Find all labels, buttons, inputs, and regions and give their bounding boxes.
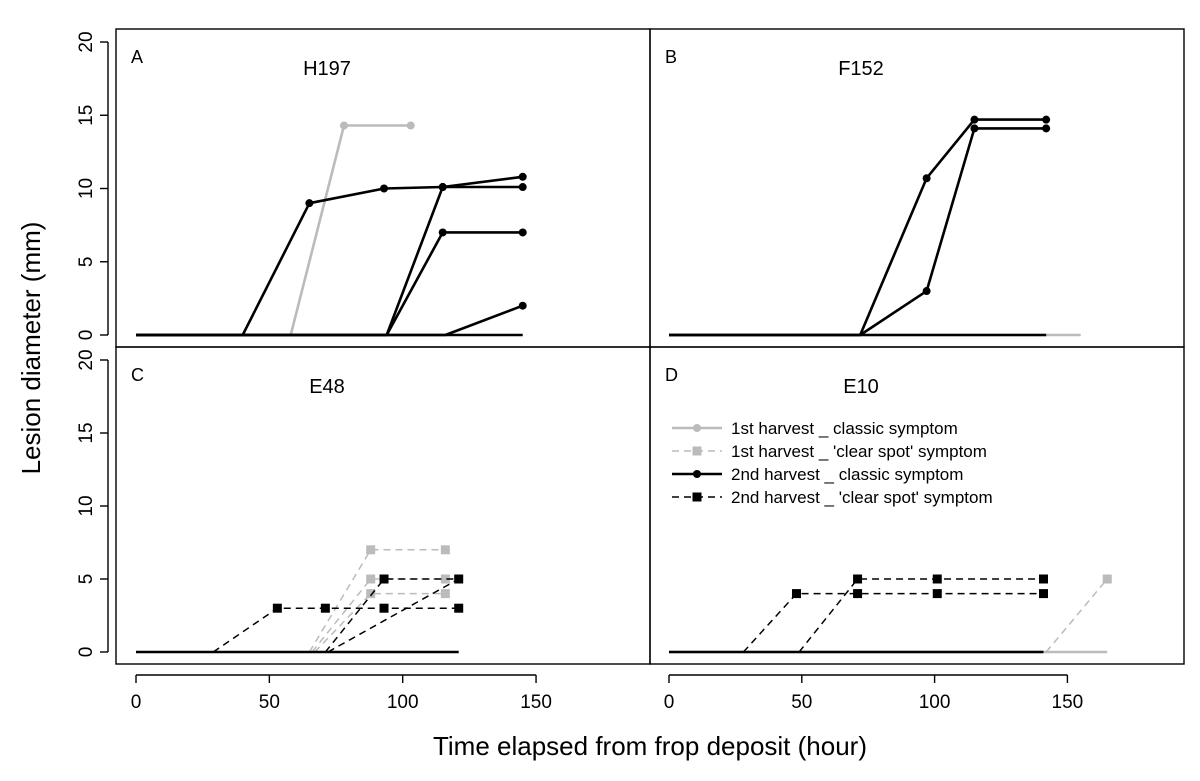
legend-entry-label: 2nd harvest _ classic symptom [731,465,963,484]
data-point [406,121,415,130]
series-line [327,578,460,653]
panel-frame [649,346,1185,665]
data-point [454,603,464,613]
data-point [340,121,349,130]
data-point [305,199,314,208]
x-tick-label: 100 [919,692,951,713]
series-line [1045,578,1108,653]
data-point [791,589,801,599]
legend-marker [693,424,701,432]
data-point [970,115,979,124]
y-tick-label: 0 [76,330,97,341]
panel-title: F152 [838,58,884,80]
x-axis-title: Time elapsed from frop deposit (hour) [433,731,867,761]
series-line [308,549,446,653]
series-line [314,592,446,653]
panel-letter: B [665,47,677,67]
data-point [518,172,527,181]
series-line [742,592,1044,653]
data-point [970,124,979,133]
legend-marker [692,446,702,456]
data-point [366,589,376,599]
data-point [366,545,376,555]
y-tick-label: 20 [76,349,97,370]
y-tick-label: 15 [76,422,97,443]
data-point [853,589,863,599]
panel-letter: C [131,365,144,385]
x-tick-label: 50 [791,692,812,713]
data-point [922,174,931,183]
data-point [1042,124,1051,133]
data-point [932,574,942,584]
panel-title: H197 [303,58,351,80]
data-point [379,603,389,613]
data-point [440,589,450,599]
data-point [379,574,389,584]
series-line [798,578,1044,653]
x-tick-label: 0 [664,692,675,713]
data-point [438,183,447,192]
y-tick-label: 0 [76,647,97,658]
y-tick-label: 10 [76,178,97,199]
x-tick-label: 50 [259,692,280,713]
x-tick-label: 150 [1052,692,1084,713]
y-tick-label: 5 [76,574,97,585]
data-point [454,574,464,584]
legend-entry-label: 1st harvest _ classic symptom [731,419,958,438]
panel-letter: D [665,365,678,385]
data-point [1102,574,1112,584]
data-point [518,228,527,237]
panel-c: C E48 [115,346,651,665]
y-tick-label: 5 [76,257,97,268]
data-point [518,301,527,310]
panel-a: A H197 [115,28,651,348]
data-point [380,184,389,193]
data-point [440,574,450,584]
x-tick-label: 0 [131,692,142,713]
data-point [320,603,330,613]
legend-entry-label: 1st harvest _ 'clear spot' symptom [731,442,987,461]
panel-title: E10 [843,376,879,398]
data-point [922,287,931,296]
y-tick-label: 20 [76,31,97,52]
panel-letter: A [131,47,143,67]
y-tick-label: 15 [76,105,97,126]
data-point [438,228,447,237]
legend: 1st harvest _ classic symptom 1st harvest… [672,419,993,507]
x-tick-label: 150 [520,692,552,713]
data-point [1042,115,1051,124]
x-tick-label: 100 [387,692,419,713]
legend-entry-label: 2nd harvest _ 'clear spot' symptom [731,488,993,507]
panel-title: E48 [309,376,345,398]
data-point [440,545,450,555]
y-tick-label: 10 [76,495,97,516]
legend-marker [692,492,702,502]
y-axis-title: Lesion diameter (mm) [16,222,46,475]
data-point [1038,574,1048,584]
data-point [853,574,863,584]
panels-layer: A H197 B F152 C E48 D E10 1st harvest _ classic … [115,28,1185,665]
data-point [1038,589,1048,599]
data-point [518,183,527,192]
data-point [932,589,942,599]
data-point [366,574,376,584]
panel-b: B F152 [649,28,1185,348]
data-point [272,603,282,613]
legend-marker [693,470,701,478]
axes-layer: 0 5 10 15 20 0 5 10 15 20 0 50 100 150 0 50 100 150 [76,31,1083,713]
